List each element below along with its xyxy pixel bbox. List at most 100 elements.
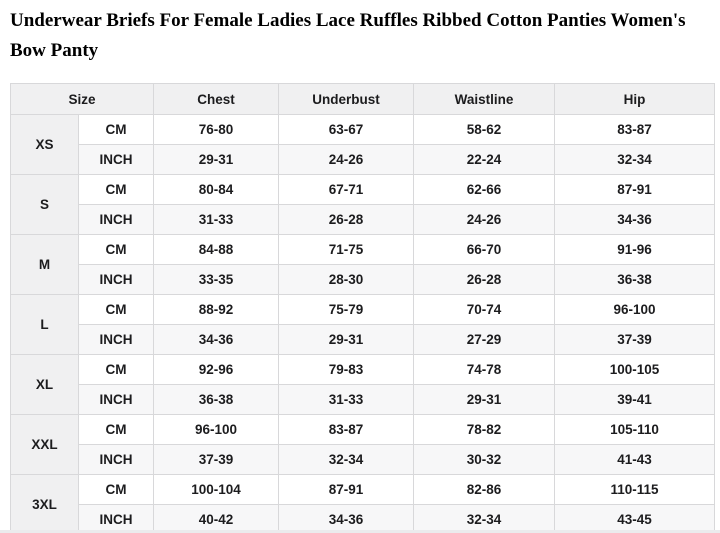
hip-value: 110-115 bbox=[554, 474, 716, 505]
underbust-value: 34-36 bbox=[278, 504, 415, 533]
table-row: INCH 34-36 29-31 27-29 37-39 bbox=[11, 324, 716, 355]
unit-label: CM bbox=[77, 114, 155, 145]
size-label: L bbox=[10, 294, 79, 355]
waistline-value: 78-82 bbox=[413, 414, 556, 445]
header-hip: Hip bbox=[554, 83, 716, 115]
table-row: INCH 37-39 32-34 30-32 41-43 bbox=[11, 444, 716, 475]
size-label: 3XL bbox=[10, 474, 79, 533]
unit-label: CM bbox=[77, 354, 155, 385]
chest-value: 34-36 bbox=[153, 324, 280, 355]
unit-label: CM bbox=[77, 174, 155, 205]
underbust-value: 67-71 bbox=[278, 174, 415, 205]
header-size: Size bbox=[9, 83, 155, 115]
unit-label: INCH bbox=[77, 264, 155, 295]
unit-label: CM bbox=[77, 414, 155, 445]
header-row: Size Chest Underbust Waistline Hip bbox=[9, 83, 716, 115]
chest-value: 76-80 bbox=[153, 114, 280, 145]
underbust-value: 32-34 bbox=[278, 444, 415, 475]
table-row: M CM 84-88 71-75 66-70 91-96 bbox=[10, 234, 716, 295]
chest-value: 31-33 bbox=[153, 204, 280, 235]
waistline-value: 30-32 bbox=[413, 444, 556, 475]
table-row: S CM 80-84 67-71 62-66 87-91 bbox=[10, 174, 716, 235]
chest-value: 33-35 bbox=[153, 264, 280, 295]
unit-label: INCH bbox=[77, 504, 155, 533]
hip-value: 83-87 bbox=[554, 114, 716, 145]
underbust-value: 28-30 bbox=[278, 264, 415, 295]
underbust-value: 83-87 bbox=[278, 414, 415, 445]
underbust-value: 71-75 bbox=[278, 234, 415, 265]
table-row: INCH 36-38 31-33 29-31 39-41 bbox=[11, 384, 716, 415]
chest-value: 84-88 bbox=[153, 234, 280, 265]
size-label: XXL bbox=[10, 414, 79, 475]
table-row: INCH 33-35 28-30 26-28 36-38 bbox=[11, 264, 716, 295]
hip-value: 96-100 bbox=[554, 294, 716, 325]
chest-value: 36-38 bbox=[153, 384, 280, 415]
hip-value: 100-105 bbox=[554, 354, 716, 385]
hip-value: 34-36 bbox=[554, 204, 716, 235]
chest-value: 29-31 bbox=[153, 144, 280, 175]
table-row: INCH 40-42 34-36 32-34 43-45 bbox=[11, 504, 716, 533]
hip-value: 39-41 bbox=[554, 384, 716, 415]
hip-value: 37-39 bbox=[554, 324, 716, 355]
hip-value: 105-110 bbox=[554, 414, 716, 445]
waistline-value: 82-86 bbox=[413, 474, 556, 505]
chest-value: 88-92 bbox=[153, 294, 280, 325]
table-row: XS CM 76-80 63-67 58-62 83-87 bbox=[10, 114, 716, 175]
underbust-value: 75-79 bbox=[278, 294, 415, 325]
waistline-value: 26-28 bbox=[413, 264, 556, 295]
unit-label: INCH bbox=[77, 204, 155, 235]
chest-value: 92-96 bbox=[153, 354, 280, 385]
waistline-value: 32-34 bbox=[413, 504, 556, 533]
size-label: M bbox=[10, 234, 79, 295]
header-chest: Chest bbox=[153, 83, 280, 115]
chest-value: 37-39 bbox=[153, 444, 280, 475]
underbust-value: 29-31 bbox=[278, 324, 415, 355]
unit-label: INCH bbox=[77, 144, 155, 175]
underbust-value: 79-83 bbox=[278, 354, 415, 385]
underbust-value: 24-26 bbox=[278, 144, 415, 175]
hip-value: 87-91 bbox=[554, 174, 716, 205]
table-row: INCH 31-33 26-28 24-26 34-36 bbox=[11, 204, 716, 235]
waistline-value: 74-78 bbox=[413, 354, 556, 385]
unit-label: INCH bbox=[77, 384, 155, 415]
underbust-value: 63-67 bbox=[278, 114, 415, 145]
hip-value: 43-45 bbox=[554, 504, 716, 533]
chest-value: 80-84 bbox=[153, 174, 280, 205]
unit-label: CM bbox=[77, 234, 155, 265]
hip-value: 91-96 bbox=[554, 234, 716, 265]
waistline-value: 29-31 bbox=[413, 384, 556, 415]
table-row: L CM 88-92 75-79 70-74 96-100 bbox=[10, 294, 716, 355]
underbust-value: 87-91 bbox=[278, 474, 415, 505]
underbust-value: 31-33 bbox=[278, 384, 415, 415]
hip-value: 36-38 bbox=[554, 264, 716, 295]
size-label: XS bbox=[10, 114, 79, 175]
underbust-value: 26-28 bbox=[278, 204, 415, 235]
table-row: XXL CM 96-100 83-87 78-82 105-110 bbox=[10, 414, 716, 475]
header-underbust: Underbust bbox=[278, 83, 415, 115]
table-row: 3XL CM 100-104 87-91 82-86 110-115 bbox=[10, 474, 716, 533]
unit-label: INCH bbox=[77, 324, 155, 355]
section-divider bbox=[0, 530, 720, 533]
unit-label: INCH bbox=[77, 444, 155, 475]
unit-label: CM bbox=[77, 474, 155, 505]
hip-value: 32-34 bbox=[554, 144, 716, 175]
table-row: XL CM 92-96 79-83 74-78 100-105 bbox=[10, 354, 716, 415]
header-waistline: Waistline bbox=[413, 83, 556, 115]
waistline-value: 58-62 bbox=[413, 114, 556, 145]
chest-value: 40-42 bbox=[153, 504, 280, 533]
unit-label: CM bbox=[77, 294, 155, 325]
waistline-value: 62-66 bbox=[413, 174, 556, 205]
waistline-value: 70-74 bbox=[413, 294, 556, 325]
product-title: Underwear Briefs For Female Ladies Lace … bbox=[10, 10, 686, 61]
size-label: XL bbox=[10, 354, 79, 415]
table-row: INCH 29-31 24-26 22-24 32-34 bbox=[11, 144, 716, 175]
hip-value: 41-43 bbox=[554, 444, 716, 475]
size-label: S bbox=[10, 174, 79, 235]
chest-value: 96-100 bbox=[153, 414, 280, 445]
size-chart-table: Size Chest Underbust Waistline Hip XS CM… bbox=[9, 83, 716, 533]
waistline-value: 66-70 bbox=[413, 234, 556, 265]
waistline-value: 22-24 bbox=[413, 144, 556, 175]
waistline-value: 27-29 bbox=[413, 324, 556, 355]
waistline-value: 24-26 bbox=[413, 204, 556, 235]
